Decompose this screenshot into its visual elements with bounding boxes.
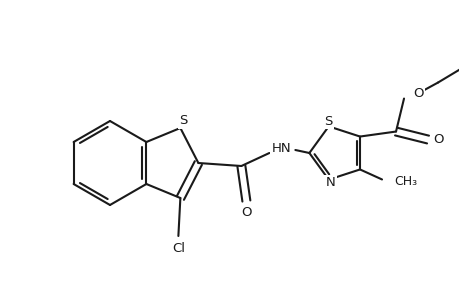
- Text: CH₃: CH₃: [393, 175, 416, 188]
- Text: O: O: [432, 133, 442, 146]
- Text: S: S: [324, 115, 332, 128]
- Text: O: O: [241, 206, 251, 220]
- Text: Cl: Cl: [172, 242, 185, 254]
- Text: O: O: [412, 87, 422, 100]
- Text: N: N: [325, 176, 335, 189]
- Text: HN: HN: [271, 142, 291, 154]
- Text: S: S: [179, 115, 187, 128]
